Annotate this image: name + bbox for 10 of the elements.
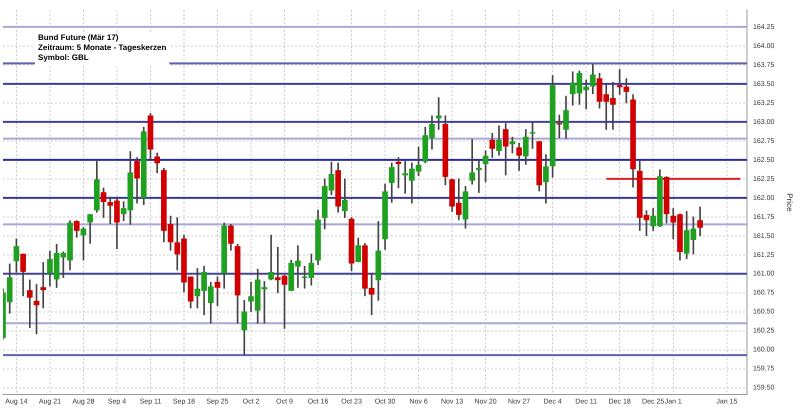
text: Zeitraum: 5 Monate - Tageskerzen (38, 43, 166, 52)
annotation: Symbol: GBL (38, 53, 89, 62)
candlestick (697, 206, 703, 236)
candlestick (80, 227, 86, 260)
candlestick (530, 122, 536, 149)
candlestick (34, 284, 40, 334)
y-axis-title: Price (784, 193, 794, 212)
text: Bund Future (Mär 17) (38, 33, 119, 42)
candlestick (214, 276, 220, 306)
candlestick (396, 157, 402, 188)
